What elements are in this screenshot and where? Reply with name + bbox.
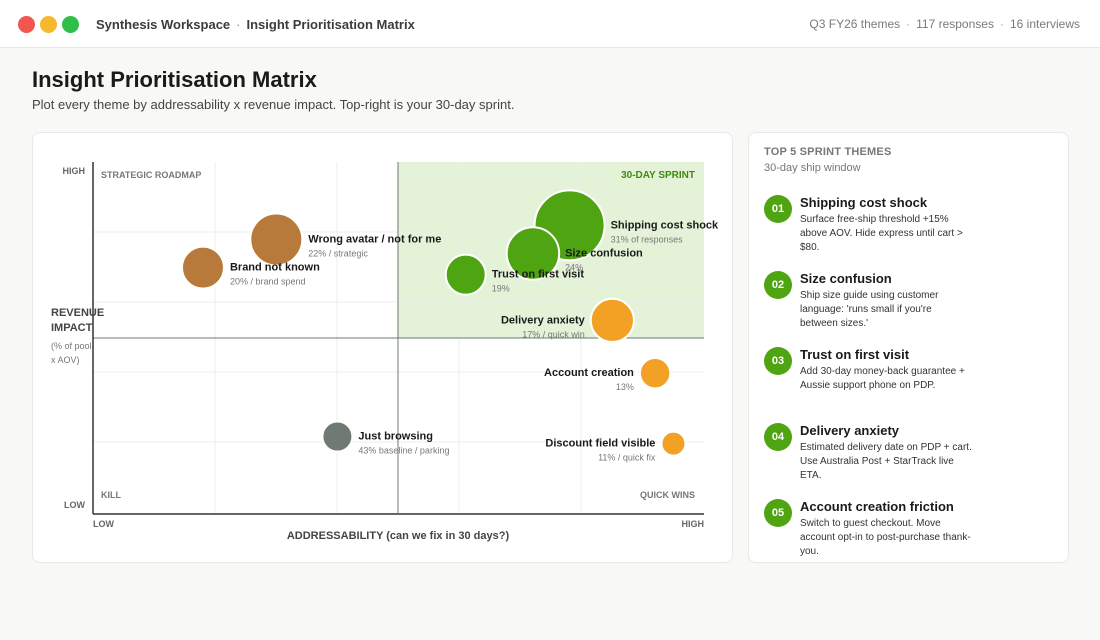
y-axis-title-line1: REVENUE [51,307,104,319]
bubble-note: 24% [565,263,583,273]
bubble-note: 11% / quick fix [598,453,656,463]
theme-rank-badge: 01 [764,195,792,223]
window-titlebar: Synthesis Workspace · Insight Prioritisati… [0,0,1100,48]
app-name: Synthesis Workspace [96,17,231,32]
meta-separator: · [999,17,1004,31]
quadrant-label-sprint: 30-DAY SPRINT [621,170,695,181]
y-high-label: HIGH [63,166,86,176]
panel-subtitle: 30-day ship window [764,162,861,174]
bubble-note: 22% / strategic [308,248,368,258]
bubble-label: Wrong avatar / not for me [308,233,441,245]
theme-description: Ship size guide using customer language:… [800,290,939,329]
bubble-note: 19% [492,284,510,294]
breadcrumb-separator: · [236,17,241,32]
bubble-layer: Just browsing 43% baseline / parking Shipp… [180,189,719,463]
meta-period: Q3 FY26 themes [809,17,901,31]
x-high-label: HIGH [682,519,705,529]
panel-title: TOP 5 SPRINT THEMES [764,146,892,158]
theme-bubble[interactable] [589,297,635,343]
bubble-note: 13% [616,382,634,392]
theme-rank-badge: 05 [764,499,792,527]
bubble-note: 31% of responses [611,234,684,244]
bubble-label: Discount field visible [545,438,655,450]
theme-bubble[interactable] [180,245,225,290]
prioritisation-matrix: HIGH LOW LOW HIGH ADDRESSABILITY (can we… [51,162,719,542]
meta-separator: · [906,17,911,31]
bubble-label: Shipping cost shock [611,219,719,231]
x-axis-title: ADDRESSABILITY (can we fix in 30 days?) [287,530,510,542]
dataset-meta: Q3 FY26 themes · 117 responses · 16 intervie… [809,17,1080,31]
minimize-window-button[interactable] [40,16,57,33]
theme-description: Switch to guest checkout. Move account o… [800,518,971,557]
bubble-note: 20% / brand spend [230,277,306,287]
bubble-label: Brand not known [230,262,320,274]
x-low-label: LOW [93,519,114,529]
theme-description: Surface free-ship threshold +15% above A… [800,214,963,253]
theme-description: Add 30-day money-back guarantee + Aussie… [800,366,965,391]
theme-title: Size confusion [800,271,892,286]
theme-title: Account creation friction [800,499,954,514]
theme-bubble[interactable] [505,226,561,281]
theme-bubble[interactable] [249,212,304,267]
page-title: Insight Prioritisation Matrix [32,67,317,92]
meta-interviews: 16 interviews [1009,17,1080,31]
theme-rank-badge: 03 [764,347,792,375]
theme-rank-badge: 02 [764,271,792,299]
y-axis-title-line2: IMPACT [51,322,93,334]
bubble-label: Account creation [544,367,634,379]
theme-bubble[interactable] [638,357,672,390]
y-axis-note-line1: (% of pool [51,341,92,351]
bubble-note: 17% / quick win [522,329,585,339]
theme-title: Shipping cost shock [800,195,928,210]
page-subtitle: Plot every theme by addressability x rev… [32,97,515,112]
y-low-label: LOW [64,500,85,510]
theme-title: Delivery anxiety [800,423,900,438]
y-axis-note-line2: x AOV) [51,355,80,365]
bubble-label: Trust on first visit [492,269,585,281]
theme-description: Estimated delivery date on PDP + cart. U… [800,442,972,481]
quadrant-label-strategic: STRATEGIC ROADMAP [101,170,201,180]
matrix-card: HIGH LOW LOW HIGH ADDRESSABILITY (can we… [32,132,733,563]
bubble-label: Size confusion [565,248,643,260]
window-page-name: Insight Prioritisation Matrix [246,17,415,32]
bubble-label: Delivery anxiety [501,314,586,326]
theme-title: Trust on first visit [800,347,910,362]
quadrant-label-quick-wins: QUICK WINS [640,490,695,500]
sprint-themes-panel: TOP 5 SPRINT THEMES 30-day ship window 0… [748,132,1069,563]
bubble-label: Just browsing [358,431,433,443]
theme-bubble[interactable] [321,420,354,453]
maximize-window-button[interactable] [62,16,79,33]
meta-responses: 117 responses [916,17,994,31]
quadrant-label-kill: KILL [101,490,121,500]
app-breadcrumb: Synthesis Workspace · Insight Prioritisati… [96,17,415,32]
bubble-note: 43% baseline / parking [358,446,449,456]
theme-bubble[interactable] [660,430,687,457]
close-window-button[interactable] [18,16,35,33]
theme-bubble[interactable] [444,253,487,296]
theme-rank-badge: 04 [764,423,792,451]
